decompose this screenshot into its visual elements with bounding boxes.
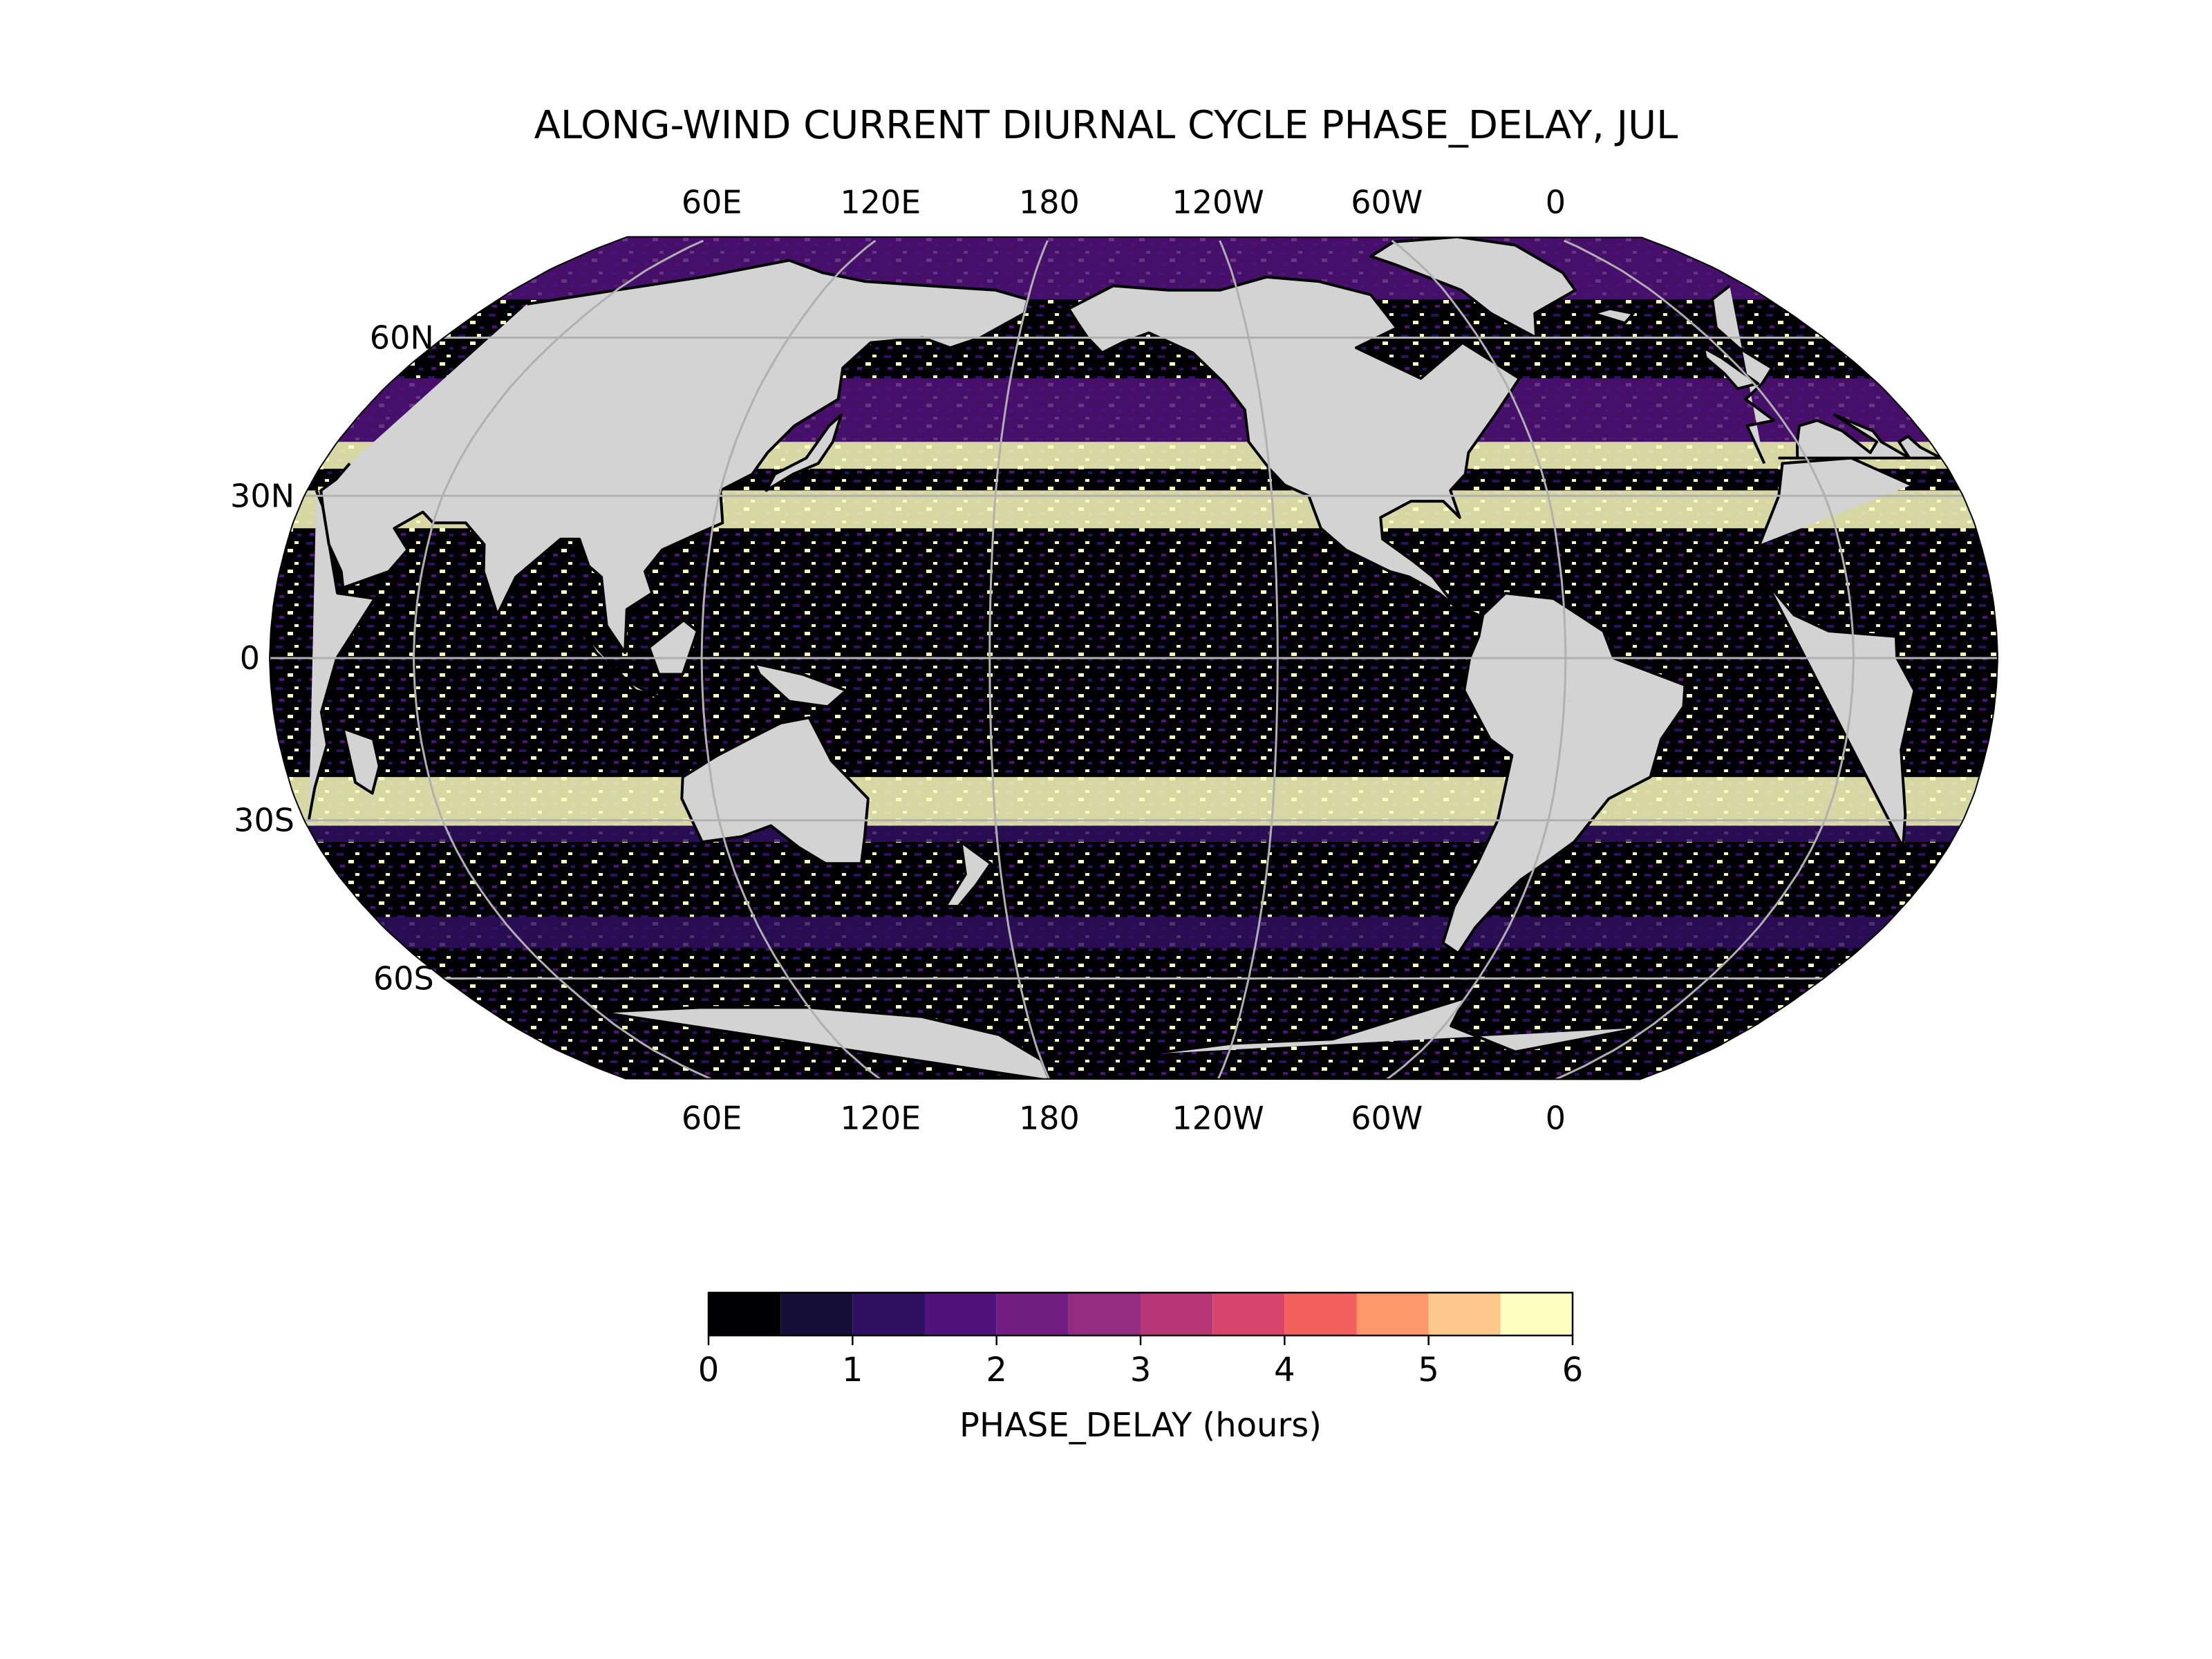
colorbar-bin xyxy=(1500,1293,1573,1335)
colorbar-tick-label: 4 xyxy=(1274,1351,1295,1389)
colorbar-tick-label: 6 xyxy=(1562,1351,1584,1389)
lat-label: 30N xyxy=(230,477,294,514)
lon-label-bottom: 60W xyxy=(1351,1099,1423,1136)
gridlines xyxy=(270,239,1998,1080)
lon-label-bottom: 0 xyxy=(1546,1099,1566,1136)
colorbar-tick-label: 0 xyxy=(698,1351,720,1389)
meridian-line xyxy=(412,239,713,1080)
band-north-pacific xyxy=(270,378,1998,442)
colorbar-bin xyxy=(780,1293,853,1335)
land-borneo xyxy=(648,619,699,676)
lon-label-bottom: 120W xyxy=(1172,1099,1264,1136)
colorbar-bin xyxy=(1428,1293,1501,1335)
colorbar-bin xyxy=(924,1293,997,1335)
land-iceland xyxy=(1591,307,1635,325)
land-new-zealand xyxy=(944,841,993,908)
meridian-line xyxy=(1217,240,1279,1080)
band-south-edge xyxy=(270,825,1998,843)
meridian-line xyxy=(1386,239,1567,1080)
colorbar-bin xyxy=(1141,1293,1213,1335)
colorbar-bins xyxy=(709,1293,1573,1335)
meridian-line xyxy=(988,240,1051,1080)
lat-label: 0 xyxy=(240,639,260,677)
colorbar-bin xyxy=(1068,1293,1141,1335)
colorbar-tick-label: 2 xyxy=(986,1351,1007,1389)
land-masses xyxy=(307,236,1942,1080)
land-australia xyxy=(680,716,870,865)
lon-label-top: 60E xyxy=(682,184,742,221)
lon-label-top: 120W xyxy=(1172,184,1264,221)
lon-labels-bottom: 60E 120E 180 120W 60W 0 xyxy=(682,1099,1566,1136)
band-southern-ocean xyxy=(270,917,1998,948)
lat-label: 60N xyxy=(370,319,434,356)
land-south-america xyxy=(1441,592,1687,955)
lon-label-top: 120E xyxy=(840,184,921,221)
lon-label-top: 60W xyxy=(1351,184,1423,221)
colorbar-bin xyxy=(996,1293,1069,1335)
lat-label: 30S xyxy=(234,802,294,839)
lon-label-top: 180 xyxy=(1019,184,1080,221)
lon-label-bottom: 60E xyxy=(682,1099,742,1136)
colorbar-tick-label: 3 xyxy=(1130,1351,1152,1389)
map-title: ALONG-WIND CURRENT DIURNAL CYCLE PHASE_D… xyxy=(534,103,1678,148)
colorbar-bin xyxy=(709,1293,781,1335)
meridian-line xyxy=(700,239,881,1080)
lon-label-top: 0 xyxy=(1546,184,1566,221)
meridian-line xyxy=(1555,239,1855,1080)
colorbar-label: PHASE_DELAY (hours) xyxy=(959,1406,1322,1445)
lat-label: 60S xyxy=(373,960,434,997)
lon-labels-top: 60E 120E 180 120W 60W 0 xyxy=(682,184,1566,221)
colorbar-ticks: 0 1 2 3 4 5 6 xyxy=(698,1335,1584,1389)
land-north-america xyxy=(1067,275,1521,617)
globe-outline xyxy=(269,236,1998,1080)
colorbar: 0 1 2 3 4 5 6 PHASE_DELAY (hours) xyxy=(698,1291,1584,1445)
land-madagascar xyxy=(341,727,381,795)
land-new-guinea xyxy=(753,662,848,709)
land-japan xyxy=(765,413,843,492)
colorbar-bin xyxy=(1356,1293,1429,1335)
colorbar-tick-label: 1 xyxy=(842,1351,863,1389)
lon-label-bottom: 120E xyxy=(840,1099,921,1136)
lon-label-bottom: 180 xyxy=(1019,1099,1080,1136)
colorbar-bin xyxy=(852,1293,925,1335)
colorbar-bin xyxy=(1284,1293,1357,1335)
lat-labels: 60N 30N 0 30S 60S xyxy=(230,319,434,997)
land-uk xyxy=(1702,346,1760,391)
colorbar-tick-label: 5 xyxy=(1418,1351,1439,1389)
band-south-subtropic xyxy=(270,777,1998,826)
colorbar-bin xyxy=(1212,1293,1285,1335)
